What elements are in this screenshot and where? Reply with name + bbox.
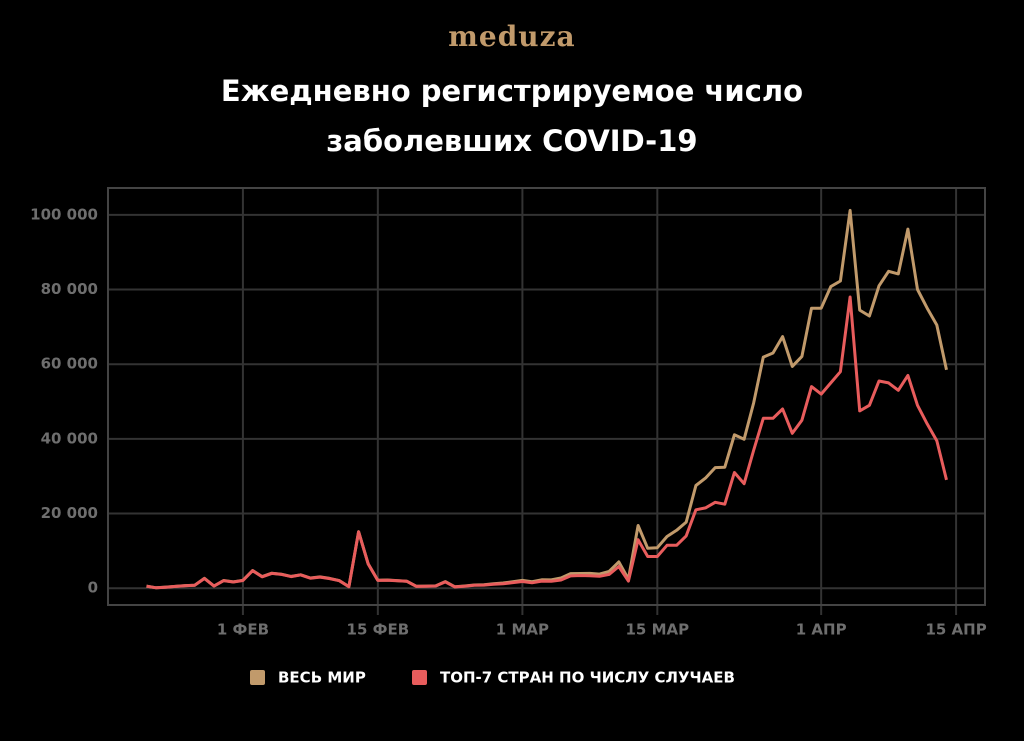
y-tick-label: 0 bbox=[88, 579, 98, 597]
y-tick-label: 100 000 bbox=[30, 205, 98, 223]
legend-swatch bbox=[412, 670, 427, 685]
chart-title: Ежедневно регистрируемое число заболевши… bbox=[220, 74, 804, 158]
legend-label: ТОП-7 СТРАН ПО ЧИСЛУ СЛУЧАЕВ bbox=[440, 669, 735, 687]
y-tick-label: 20 000 bbox=[41, 504, 98, 522]
x-tick-label: 15 МАР bbox=[626, 621, 690, 639]
y-tick-label: 60 000 bbox=[41, 355, 98, 373]
legend-label: ВЕСЬ МИР bbox=[278, 669, 366, 687]
x-tick-label: 1 АПР bbox=[796, 621, 847, 639]
y-tick-label: 40 000 bbox=[41, 429, 98, 447]
x-tick-label: 1 ФЕВ bbox=[217, 621, 269, 639]
x-tick-label: 1 МАР bbox=[496, 621, 549, 639]
plot-frame bbox=[107, 187, 986, 606]
legend-swatch bbox=[250, 670, 265, 685]
x-tick-label: 15 АПР bbox=[925, 621, 986, 639]
y-tick-label: 80 000 bbox=[41, 280, 98, 298]
series-line bbox=[146, 295, 948, 590]
x-tick-label: 15 ФЕВ bbox=[347, 621, 410, 639]
series-line bbox=[146, 208, 948, 590]
brand-logo: meduza bbox=[448, 20, 576, 53]
